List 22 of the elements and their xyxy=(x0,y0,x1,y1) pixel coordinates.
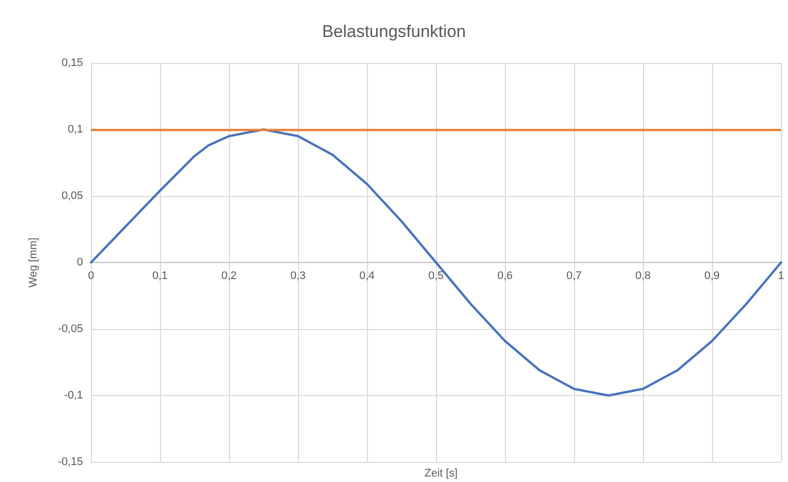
x-tick-label: 0,7 xyxy=(566,270,582,282)
x-tick-label: 0,1 xyxy=(152,270,168,282)
x-axis-title: Zeit [s] xyxy=(424,468,458,480)
y-tick-label: -0,1 xyxy=(64,390,83,402)
x-tick-label: 0,2 xyxy=(221,270,237,282)
x-tick-label: 0,4 xyxy=(359,270,375,282)
chart-title: Belastungsfunktion xyxy=(322,22,466,41)
y-tick-label: 0,15 xyxy=(62,57,83,69)
x-tick-label: 0,6 xyxy=(497,270,513,282)
y-tick-label: 0,1 xyxy=(68,124,83,136)
x-tick-label: 1 xyxy=(778,270,784,282)
line-series xyxy=(90,128,782,397)
x-tick-label: 0,9 xyxy=(704,270,720,282)
x-tick-label: 0,8 xyxy=(635,270,651,282)
y-tick-label: 0,05 xyxy=(62,190,83,202)
y-tick-label: -0,05 xyxy=(58,323,83,335)
x-tick-label: 0,3 xyxy=(290,270,306,282)
y-tick-label: -0,15 xyxy=(58,456,83,468)
x-tick-label: 0,5 xyxy=(428,270,444,282)
y-axis-title: Weg [mm] xyxy=(28,238,40,288)
y-tick-label: 0 xyxy=(76,256,83,268)
x-tick-label: 0 xyxy=(88,270,94,282)
